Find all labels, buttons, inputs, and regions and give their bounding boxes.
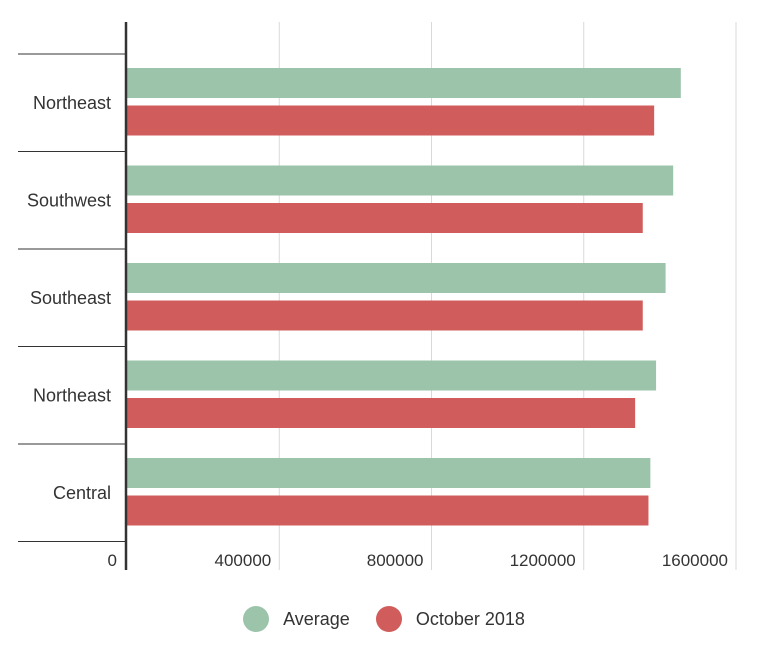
bar-october-2018-1: [127, 203, 643, 233]
bar-average-0: [127, 68, 681, 98]
x-tick-label-2: 800000: [367, 551, 424, 570]
x-tick-label-1: 400000: [215, 551, 272, 570]
x-tick-label-3: 1200000: [510, 551, 576, 570]
category-label-2: Southeast: [30, 288, 111, 308]
bar-average-3: [127, 360, 657, 391]
x-tick-label-4: 1600000: [662, 551, 728, 570]
bar-average-2: [127, 263, 666, 293]
legend-swatch-october-2018: [375, 606, 402, 632]
legend-swatch-average: [243, 606, 270, 632]
category-label-0: Northeast: [33, 93, 111, 113]
bar-october-2018-3: [127, 398, 636, 428]
bar-october-2018-0: [127, 105, 655, 136]
legend-label-average: Average: [283, 608, 350, 629]
category-label-4: Central: [53, 483, 111, 503]
legend-item-october-2018[interactable]: October 2018: [375, 606, 525, 632]
category-label-1: Southwest: [27, 190, 111, 210]
bar-average-1: [127, 165, 674, 196]
bar-october-2018-4: [127, 495, 649, 526]
bar-average-4: [127, 458, 651, 488]
legend: Average October 2018: [0, 606, 768, 632]
legend-item-average[interactable]: Average: [243, 606, 350, 632]
category-label-3: Northeast: [33, 385, 111, 405]
bar-october-2018-2: [127, 300, 643, 331]
x-tick-label-0: 0: [108, 551, 117, 570]
legend-label-october-2018: October 2018: [415, 608, 525, 629]
